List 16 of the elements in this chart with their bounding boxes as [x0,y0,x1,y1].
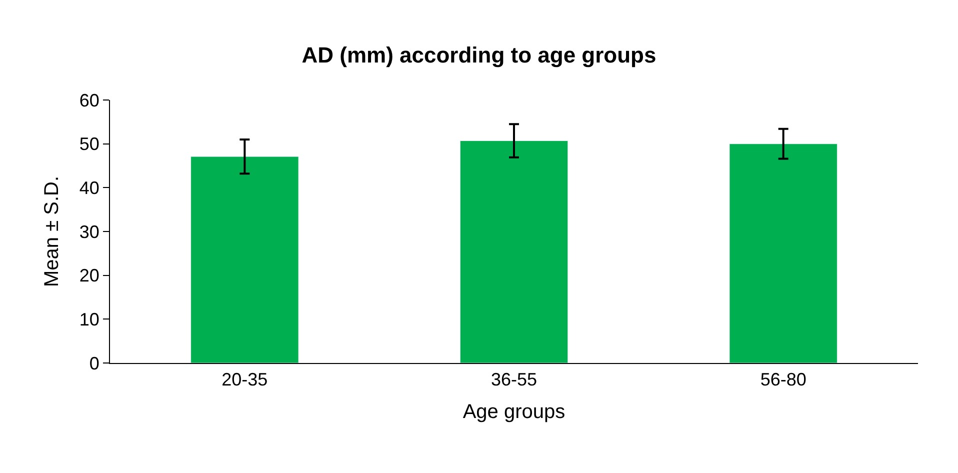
y-axis-title: Mean ± S.D. [40,176,63,288]
x-tick-label: 20-35 [222,370,268,390]
bar [729,144,838,363]
y-tick-label: 50 [79,134,100,154]
y-tick-label: 30 [79,222,100,242]
y-tick-label: 60 [79,90,100,110]
x-tick-label: 56-80 [760,370,806,390]
chart-title: AD (mm) according to age groups [302,42,656,68]
x-tick-label: 36-55 [490,370,538,390]
y-tick-label: 0 [89,353,100,374]
bar [190,156,299,363]
y-tick-label: 10 [79,309,100,330]
bar [460,140,568,363]
x-axis-title: Age groups [462,401,566,424]
y-tick-label: 40 [79,178,100,198]
y-tick-label: 20 [79,266,100,286]
